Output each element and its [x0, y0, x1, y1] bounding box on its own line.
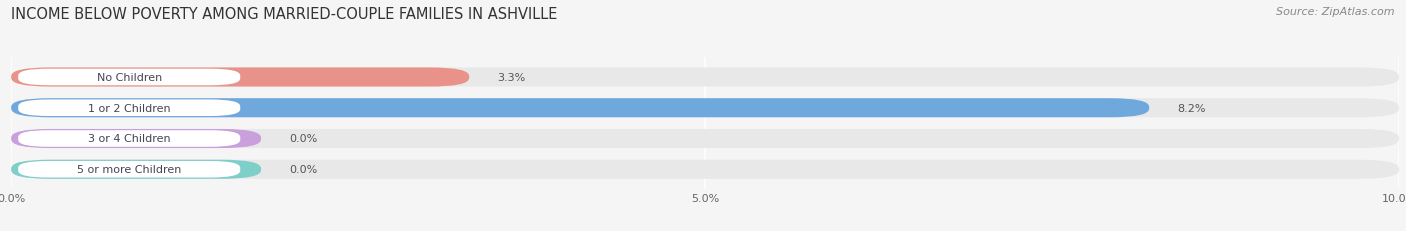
Text: 3.3%: 3.3%	[496, 73, 526, 83]
Text: 0.0%: 0.0%	[288, 134, 316, 144]
FancyBboxPatch shape	[11, 160, 262, 179]
Text: Source: ZipAtlas.com: Source: ZipAtlas.com	[1277, 7, 1395, 17]
Text: 1 or 2 Children: 1 or 2 Children	[89, 103, 170, 113]
FancyBboxPatch shape	[18, 100, 240, 117]
FancyBboxPatch shape	[11, 99, 1399, 118]
FancyBboxPatch shape	[18, 161, 240, 178]
Text: No Children: No Children	[97, 73, 162, 83]
FancyBboxPatch shape	[11, 68, 470, 87]
FancyBboxPatch shape	[11, 129, 1399, 148]
Text: INCOME BELOW POVERTY AMONG MARRIED-COUPLE FAMILIES IN ASHVILLE: INCOME BELOW POVERTY AMONG MARRIED-COUPL…	[11, 7, 558, 22]
FancyBboxPatch shape	[11, 99, 1149, 118]
FancyBboxPatch shape	[18, 69, 240, 86]
Text: 8.2%: 8.2%	[1177, 103, 1205, 113]
FancyBboxPatch shape	[11, 129, 262, 148]
FancyBboxPatch shape	[18, 131, 240, 147]
FancyBboxPatch shape	[11, 68, 1399, 87]
Text: 3 or 4 Children: 3 or 4 Children	[89, 134, 170, 144]
Text: 5 or more Children: 5 or more Children	[77, 164, 181, 174]
FancyBboxPatch shape	[11, 160, 1399, 179]
Text: 0.0%: 0.0%	[288, 164, 316, 174]
